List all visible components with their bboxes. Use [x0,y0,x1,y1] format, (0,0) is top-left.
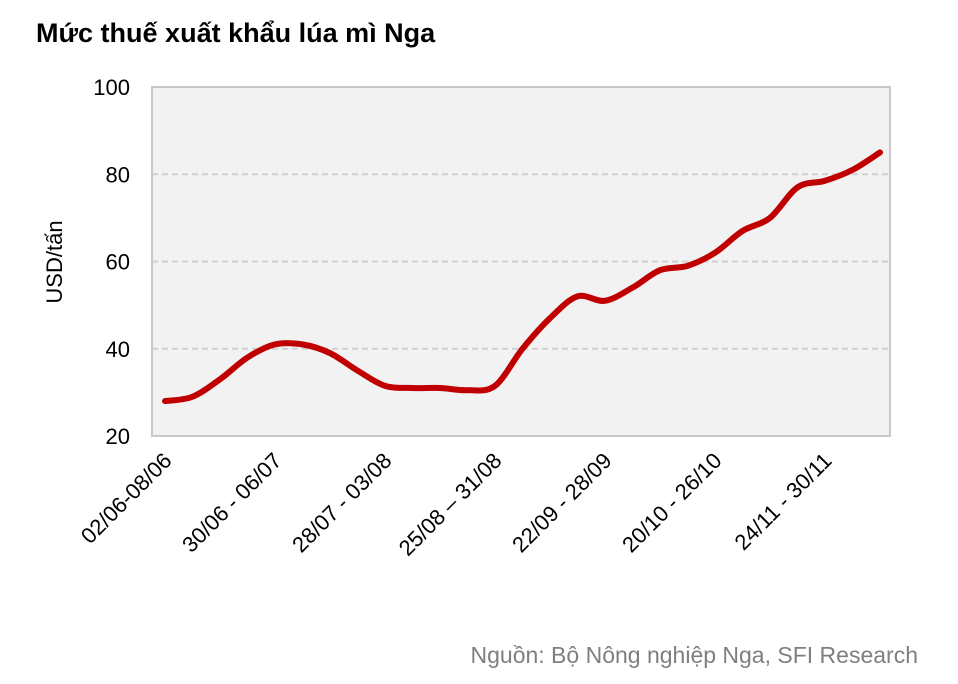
source-note: Nguồn: Bộ Nông nghiệp Nga, SFI Research [471,642,919,668]
y-tick-label: 20 [106,424,130,449]
x-tick-label: 20/10 - 26/10 [617,448,726,557]
x-tick-label: 24/11 - 30/11 [729,448,836,555]
y-axis-label: USD/tấn [42,220,67,303]
x-tick-label: 22/09 - 28/09 [507,448,616,557]
y-tick-label: 100 [93,75,130,100]
y-tick-label: 80 [106,162,130,187]
chart-title: Mức thuế xuất khẩu lúa mì Nga [36,18,436,48]
x-tick-label: 02/06-08/06 [76,448,177,549]
x-tick-label: 30/06 - 06/07 [177,448,286,557]
data-line [162,149,883,405]
y-tick-label: 60 [106,250,130,275]
x-tick-label: 25/08 – 31/08 [394,448,507,561]
y-tick-label: 40 [106,337,130,362]
x-tick-label: 28/07 - 03/08 [287,448,396,557]
